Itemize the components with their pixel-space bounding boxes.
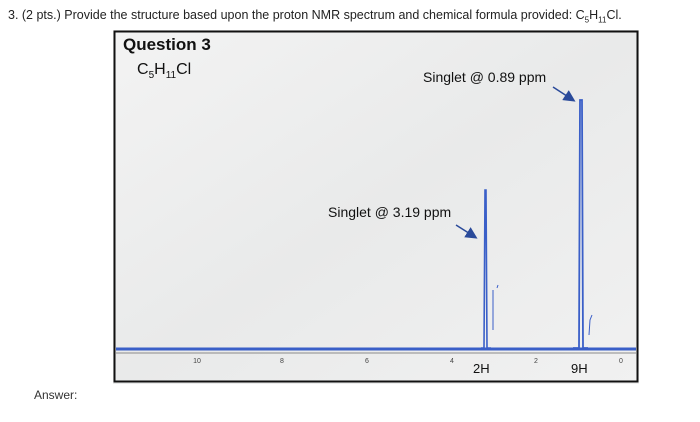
axis-ticks: 10 8 6 4 2 0 <box>193 358 623 365</box>
tick-label: 8 <box>280 358 284 365</box>
spectrum-title: Question 3 <box>123 35 211 54</box>
formula-part: Cl. <box>606 8 622 22</box>
integral-trace <box>492 284 499 330</box>
tick-label: 10 <box>193 358 201 365</box>
integration-label: 2H <box>473 361 490 376</box>
formula-part: H <box>154 61 166 78</box>
formula-subscript: 5 <box>149 70 155 81</box>
formula-part: Cl <box>176 61 191 78</box>
spectrum-background <box>113 30 639 384</box>
annotation-arrow <box>552 86 576 102</box>
tick-label: 4 <box>450 358 454 365</box>
integral-trace <box>588 314 593 336</box>
formula-part: C <box>575 8 585 22</box>
integration-label: 9H <box>571 361 588 376</box>
spectrum-frame <box>113 30 639 383</box>
answer-label: Answer: <box>34 388 78 402</box>
formula-part: C <box>137 61 149 78</box>
peak <box>573 99 588 349</box>
peak <box>481 189 491 349</box>
spectrum-image: Question 3 C5H11Cl Singlet @ 0.89 ppm Si… <box>113 30 639 384</box>
peak-annotation: Singlet @ 3.19 ppm <box>328 204 451 220</box>
tick-label: 6 <box>365 358 369 365</box>
annotation-arrow <box>455 224 478 239</box>
peak-annotation: Singlet @ 0.89 ppm <box>423 69 546 85</box>
question-text: 3. (2 pts.) Provide the structure based … <box>8 8 622 25</box>
formula-subscript: 5 <box>584 15 590 25</box>
formula-part: H <box>589 8 599 22</box>
question-prefix: 3. (2 pts.) Provide the structure based … <box>8 8 576 22</box>
tick-label: 0 <box>619 358 623 365</box>
tick-label: 2 <box>534 358 538 365</box>
spectrum-formula: C5H11Cl <box>137 61 191 81</box>
formula-subscript: 11 <box>166 70 177 81</box>
formula-subscript: 11 <box>598 15 607 25</box>
